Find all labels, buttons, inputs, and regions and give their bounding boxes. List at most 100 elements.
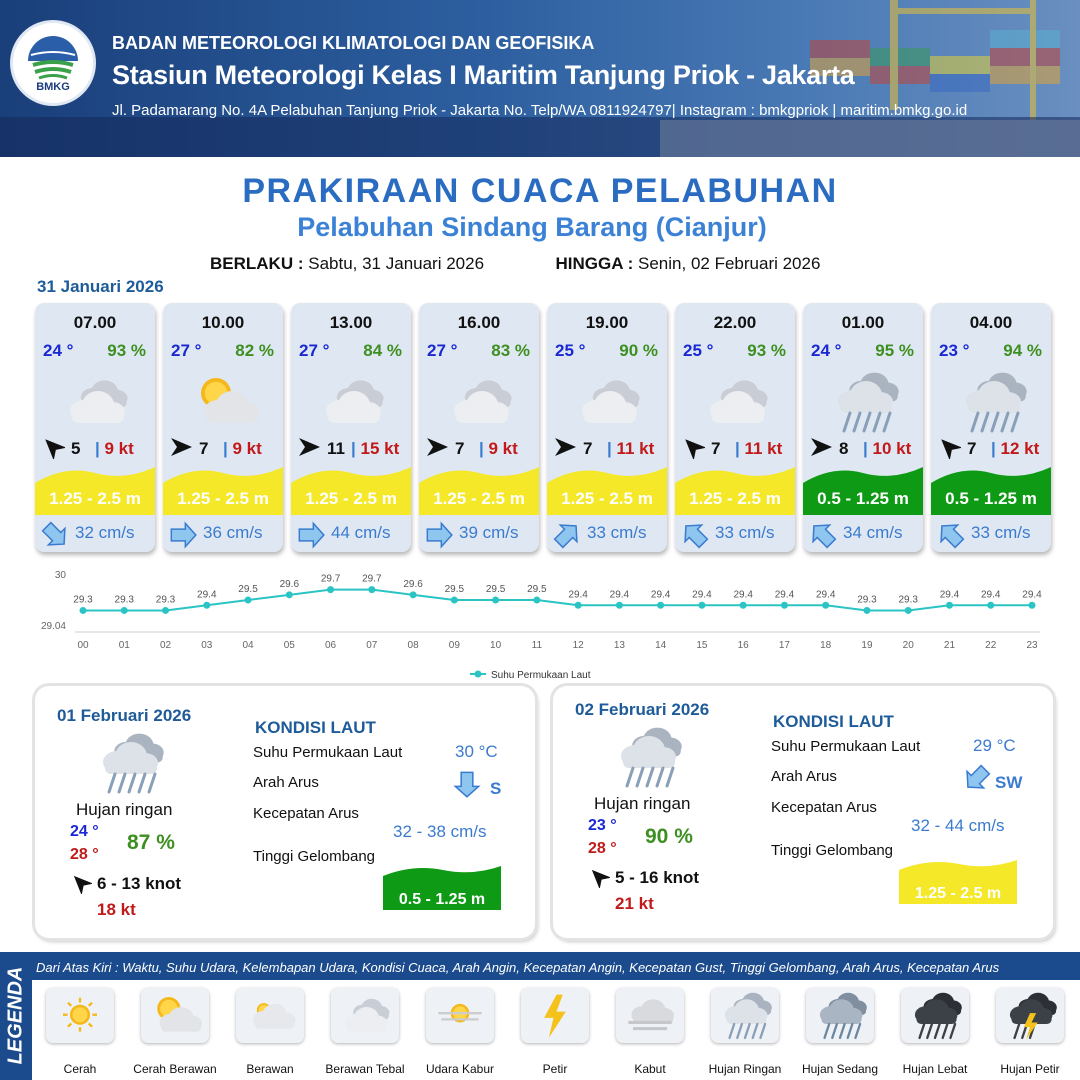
current-direction-icon — [553, 524, 578, 549]
weather-icon-box — [444, 369, 516, 440]
wind-speed: 11 — [327, 439, 345, 458]
min-temperature: 23 ° — [588, 817, 617, 834]
x-tick-label: 07 — [366, 640, 378, 651]
current-direction-icon — [298, 521, 325, 549]
sst-point — [698, 601, 706, 609]
gust-speed: | 9 kt — [479, 439, 518, 458]
berawan-tebal-icon — [326, 380, 384, 423]
air-temperature: 24 ° — [43, 341, 74, 360]
arus-arrow — [453, 770, 481, 803]
humidity: 93 % — [747, 341, 786, 360]
current-arrow-box — [297, 521, 325, 552]
air-temperature: 27 ° — [299, 341, 330, 360]
humidity: 95 % — [875, 341, 914, 360]
wave-height: 0.5 - 1.25 m — [945, 489, 1037, 508]
current-speed: 44 cm/s — [331, 523, 391, 542]
bmkg-logo: BMKG — [10, 20, 96, 106]
sst-series-line — [83, 588, 1032, 612]
air-temperature: 27 ° — [427, 341, 458, 360]
arus-direction: SW — [995, 773, 1023, 792]
x-tick-label: 04 — [242, 640, 254, 651]
weather-icon-box — [188, 369, 260, 440]
max-temperature: 28 ° — [70, 846, 99, 863]
day-weather-icon — [611, 724, 683, 795]
x-tick-label: 22 — [985, 640, 997, 651]
current-arrow-box — [553, 521, 581, 552]
current-arrow-box — [169, 521, 197, 552]
current-direction-icon — [940, 524, 965, 549]
wind-direction-icon — [73, 875, 94, 896]
cerah-icon — [63, 997, 97, 1032]
gust-speed: | 9 kt — [223, 439, 262, 458]
station-name: Stasiun Meteorologi Kelas I Maritim Tanj… — [112, 60, 855, 90]
sst-data-label: 29.6 — [280, 579, 300, 590]
page-subtitle: Pelabuhan Sindang Barang (Cianjur) — [297, 212, 767, 242]
legend-item-label: Petir — [542, 1062, 568, 1076]
sst-data-label: 29.3 — [73, 594, 93, 605]
gust-value: 9 kt — [104, 439, 134, 458]
arus-label: Arah Arus — [253, 774, 319, 791]
legend-item-box — [711, 988, 779, 1043]
sst-data-label: 29.3 — [898, 594, 918, 605]
wave-height: 1.25 - 2.5 m — [305, 489, 397, 508]
header-banner — [0, 0, 1080, 157]
wave-height: 1.25 - 2.5 m — [561, 489, 653, 508]
forecast-card: 07.00 24 ° 93 % 5 | 9 kt 1.25 - 2.5 m 32… — [35, 303, 155, 552]
sst-data-label: 29.4 — [733, 589, 753, 600]
x-tick-label: 05 — [284, 640, 296, 651]
day-humidity: 90 % — [645, 825, 693, 848]
air-temperature: 25 ° — [555, 341, 586, 360]
to-date: Senin, 02 Februari 2026 — [638, 254, 821, 273]
gust-value: 10 kt — [872, 439, 912, 458]
legend-item-box — [616, 988, 684, 1043]
sst-data-label: 29.4 — [775, 589, 795, 600]
sst-point — [244, 596, 252, 604]
legend-item-label: Berawan Tebal — [325, 1062, 405, 1076]
wind-speed: 8 — [839, 439, 849, 458]
wind-direction-icon — [591, 869, 612, 890]
sst-point — [79, 606, 87, 614]
air-temperature: 25 ° — [683, 341, 714, 360]
wave-height: 0.5 - 1.25 m — [817, 489, 909, 508]
sst-data-label: 29.4 — [197, 589, 217, 600]
weather-icon-box — [572, 369, 644, 440]
current-direction-icon — [426, 521, 453, 549]
gust-value: 15 kt — [360, 439, 400, 458]
sst-data-label: 29.3 — [115, 594, 135, 605]
page-title: PRAKIRAAN CUACA PELABUHAN — [242, 172, 838, 210]
wind-speed: 7 — [583, 439, 593, 458]
current-speed: 34 cm/s — [843, 523, 903, 542]
gust-speed: | 9 kt — [95, 439, 134, 458]
sst-label: Suhu Permukaan Laut — [253, 744, 403, 761]
sst-point — [904, 606, 912, 614]
min-temperature: 24 ° — [70, 823, 99, 840]
forecast-time: 07.00 — [73, 313, 117, 332]
sea-surface-temperature-chart: 30 29.04 29.3 00 29.3 01 29.3 02 29.4 03 29.5 04 29.… — [41, 570, 1042, 681]
legend-item-box — [46, 988, 114, 1043]
humidity: 82 % — [235, 341, 274, 360]
sst-data-label: 29.7 — [321, 574, 341, 585]
sst-data-label: 29.4 — [816, 589, 836, 600]
weather-icon-box — [828, 369, 900, 440]
cerah-berawan-icon — [157, 996, 203, 1032]
x-tick-label: 19 — [861, 640, 873, 651]
hujan-lebat-icon — [914, 992, 962, 1040]
day-wind-arrow — [588, 866, 612, 893]
sst-point — [368, 586, 376, 594]
legend-title: LEGENDA — [4, 966, 27, 1065]
humidity: 90 % — [619, 341, 658, 360]
current-arrow-box — [41, 521, 69, 552]
air-temperature: 27 ° — [171, 341, 202, 360]
weather-icon-box — [700, 369, 772, 440]
wind-arrow-box — [41, 435, 67, 461]
x-tick-label: 11 — [532, 640, 543, 651]
y-tick-label: 30 — [55, 570, 67, 581]
legend-item-label: Hujan Sedang — [801, 1062, 879, 1076]
x-tick-label: 10 — [490, 640, 502, 651]
day-wave-fill — [383, 866, 501, 910]
gust-speed: | 10 kt — [863, 439, 912, 458]
hujan-ringan-icon — [966, 372, 1027, 433]
sst-data-label: 29.4 — [940, 589, 960, 600]
gust-speed: | 11 kt — [735, 439, 783, 458]
humidity: 83 % — [491, 341, 530, 360]
